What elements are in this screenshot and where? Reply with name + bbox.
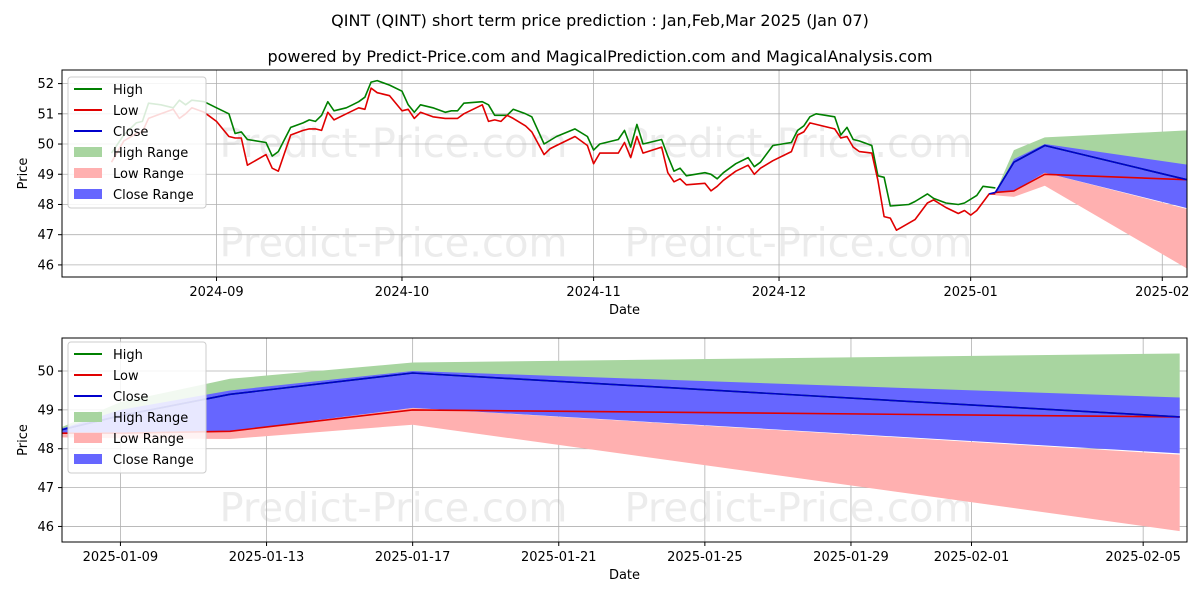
legend-label: Low Range [113,432,184,447]
y-tick-label: 48 [37,442,54,457]
y-tick-label: 48 [37,198,54,213]
legend-label: Low Range [113,167,184,182]
x-tick-label: 2024-10 [375,285,429,300]
y-tick-label: 50 [37,138,54,153]
forecast-panel: Predict-Price.comPredict-Price.comPredic… [16,337,1188,583]
x-axis-label: Date [609,303,640,318]
legend-swatch-patch [74,433,102,443]
y-tick-label: 50 [37,365,54,380]
watermark: Predict-Price.com [625,220,973,266]
x-tick-label: 2025-01-17 [375,550,451,565]
plot-area [110,79,1187,269]
y-tick-label: 47 [37,228,54,243]
legend-label: Close [113,390,148,405]
legend-swatch-patch [74,168,102,178]
legend-swatch-patch [74,147,102,157]
y-tick-label: 49 [37,168,54,183]
axes-frame [61,337,1188,543]
x-tick-label: 2025-01 [943,285,997,300]
low-forecast-line [995,173,1187,194]
x-tick-label: 2025-01-25 [667,550,743,565]
legend-swatch-patch [74,189,102,199]
low-range-band [995,172,1187,269]
y-tick-label: 49 [37,403,54,418]
high-range-band [62,353,1180,430]
y-tick-label: 47 [37,481,54,496]
history-panel: Predict-Price.com Predict-Price.comPredic… [16,69,1189,318]
legend-swatch-patch [74,454,102,464]
close-forecast-line [994,144,1187,193]
y-axis-label: Price [16,158,31,190]
x-tick-label: 2025-02 [1135,285,1189,300]
chart-subtitle: powered by Predict-Price.com and Magical… [267,47,932,66]
watermark: Predict-Price.com [220,220,568,266]
legend-box [67,76,207,209]
legend: High Low Close High Range Low Range Close Ran… [67,341,207,474]
legend: High Low Close High Range Low Range Close Ran… [67,76,207,209]
chart-title: QINT (QINT) short term price prediction … [331,11,869,30]
y-tick-label: 51 [37,107,54,122]
low-range-band [62,407,1180,532]
legend-label: Low [113,104,139,119]
x-tick-label: 2024-12 [752,285,806,300]
x-axis-label: Date [609,568,640,583]
low-history-line [110,87,996,231]
y-axis-label: Price [16,424,31,456]
x-tick-label: 2025-01-13 [229,550,305,565]
x-tick-label: 2024-09 [189,285,243,300]
legend-label: High [113,83,143,98]
legend-label: High Range [113,411,188,426]
legend-label: Low [113,369,139,384]
legend-swatch-patch [74,412,102,422]
y-tick-label: 46 [37,258,54,273]
legend-box [67,341,207,474]
x-tick-label: 2024-11 [566,285,620,300]
legend-label: Close Range [113,188,194,203]
x-tick-label: 2025-01-09 [83,550,159,565]
high-history-line [110,79,996,207]
axes-frame [61,69,1188,278]
legend-label: High [113,348,143,363]
x-tick-label: 2025-02-01 [934,550,1010,565]
legend-label: High Range [113,146,188,161]
x-tick-label: 2025-01-21 [521,550,597,565]
plot-area [62,353,1180,532]
close-history-line [989,191,996,195]
x-tick-label: 2025-01-29 [813,550,889,565]
x-tick-label: 2025-02-05 [1105,550,1181,565]
legend-label: Close [113,125,148,140]
watermark: Predict-Price.com [220,486,568,532]
y-tick-label: 52 [37,77,54,92]
legend-label: Close Range [113,453,194,468]
y-tick-label: 46 [37,520,54,535]
